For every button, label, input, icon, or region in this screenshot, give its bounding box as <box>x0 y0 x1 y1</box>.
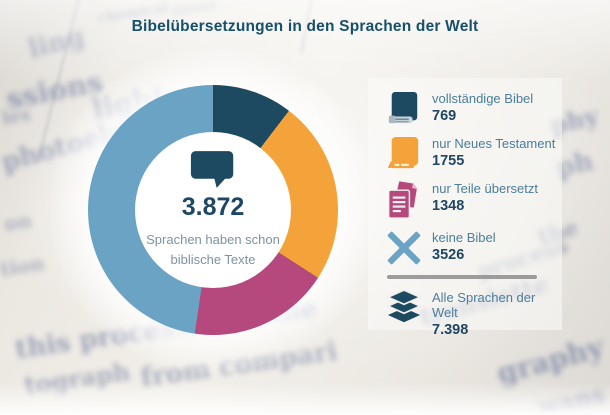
layers-icon <box>385 290 423 324</box>
background-word: throat <box>171 0 219 20</box>
legend-label: nur Teile übersetzt <box>432 181 538 196</box>
donut-center: 3.872 Sprachen haben schon biblische Tex… <box>135 132 291 288</box>
legend-value: 7.398 <box>432 322 469 338</box>
speech-bubble-icon <box>190 150 234 188</box>
center-caption-line2: biblische Texte <box>170 252 256 267</box>
legend-value: 1348 <box>432 198 465 214</box>
legend-value: 3526 <box>432 247 465 263</box>
center-total-value: 3.872 <box>181 192 245 221</box>
legend-item-partial-translation: nur Teile übersetzt 1348 <box>385 181 562 219</box>
legend-value: 1755 <box>432 153 465 169</box>
legend-item-all-languages: Alle Sprachen der Welt 7.398 <box>385 290 562 338</box>
book-icon <box>385 91 423 127</box>
legend-panel: vollständige Bibel 769 nur Neues Testame… <box>368 78 562 338</box>
legend-value: 769 <box>432 108 457 124</box>
legend-label: vollständige Bibel <box>432 91 534 106</box>
book-icon <box>385 136 423 172</box>
legend-divider <box>387 275 537 279</box>
legend-item-complete-bible: vollständige Bibel 769 <box>385 91 562 125</box>
center-caption-line1: Sprachen haben schon <box>146 231 280 247</box>
background-word: lex <box>0 103 33 130</box>
background-word: tion <box>0 250 47 282</box>
pages-icon <box>385 181 423 221</box>
legend-label: nur Neues Testament <box>432 136 556 151</box>
legend-label: Alle Sprachen der Welt <box>432 290 536 320</box>
donut-chart: 3.872 Sprachen haben schon biblische Tex… <box>50 47 376 373</box>
legend-label: keine Bibel <box>432 230 496 245</box>
legend-item-new-testament: nur Neues Testament 1755 <box>385 136 562 170</box>
x-icon <box>385 230 423 266</box>
background-word: on <box>2 207 34 237</box>
background-word: graphy <box>493 330 608 391</box>
legend-item-no-bible: keine Bibel 3526 <box>385 230 562 266</box>
background-word: wans <box>535 379 608 415</box>
page-title: Bibelübersetzungen in den Sprachen der W… <box>131 18 479 35</box>
background-word: tograph <box>22 356 132 401</box>
center-caption: Sprachen haben schon biblische Texte <box>146 230 280 270</box>
